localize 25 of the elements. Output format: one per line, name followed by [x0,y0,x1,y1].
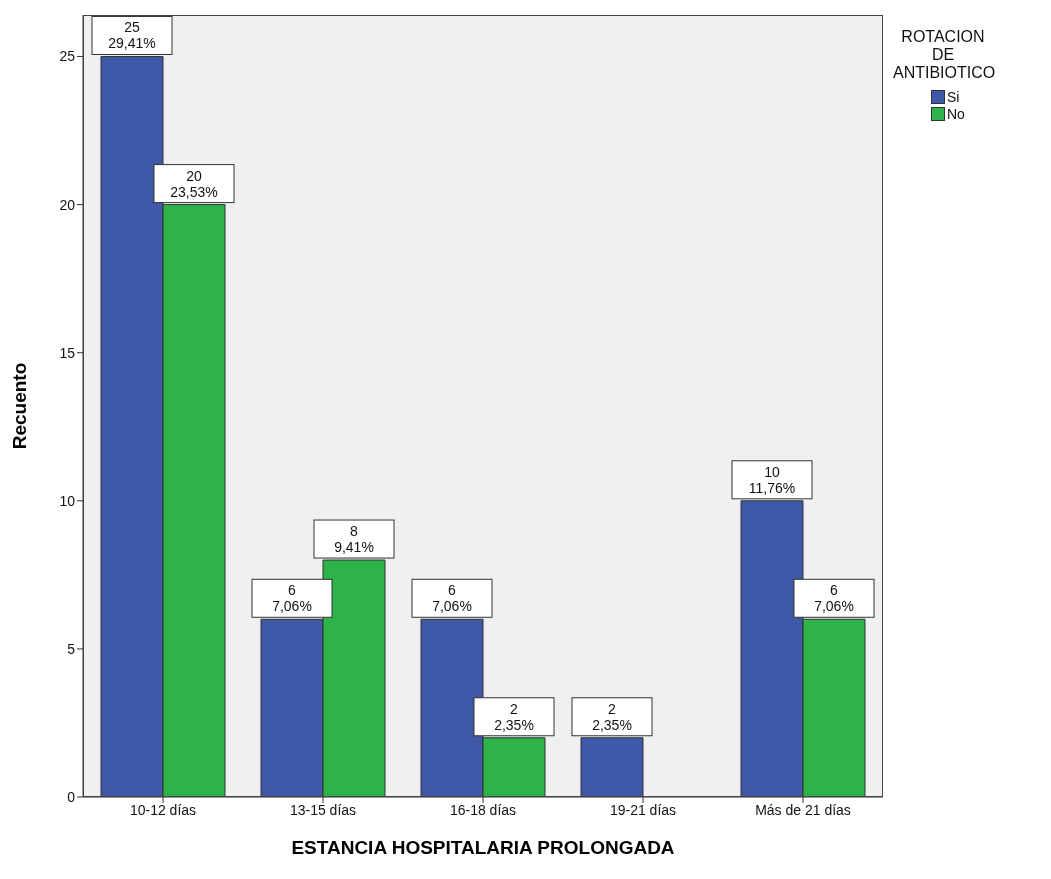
data-label: 2 2,35% [592,700,632,733]
x-tick-label: 19-21 días [609,801,677,818]
y-axis-title: Recuento [9,362,31,450]
x-tick-label: 10-12 días [129,801,197,818]
x-axis-title: ESTANCIA HOSPITALARIA PROLONGADA [290,837,676,859]
data-label: 8 9,41% [334,523,374,556]
x-tick-label: 16-18 días [449,801,517,818]
data-label: 10 11,76% [748,463,796,496]
y-tick-label: 20 [59,196,76,213]
y-tick-label: 10 [59,492,76,509]
y-tick-label: 25 [59,48,76,65]
legend-label: No [947,105,965,122]
y-tick-label: 15 [59,344,76,361]
data-label: 20 23,53% [170,167,218,200]
x-tick-label: Más de 21 días [755,801,851,818]
data-label: 6 7,06% [432,582,472,615]
data-label: 25 29,41% [108,19,156,52]
data-label: 6 7,06% [814,582,854,615]
data-label: 2 2,35% [494,700,534,733]
legend-label: Si [947,88,960,105]
y-tick-label: 5 [67,640,76,657]
y-tick-label: 0 [67,788,76,805]
x-tick-label: 13-15 días [289,801,357,818]
data-label: 6 7,06% [272,582,312,615]
legend-title: ROTACION DE ANTIBIOTICO [893,28,996,82]
